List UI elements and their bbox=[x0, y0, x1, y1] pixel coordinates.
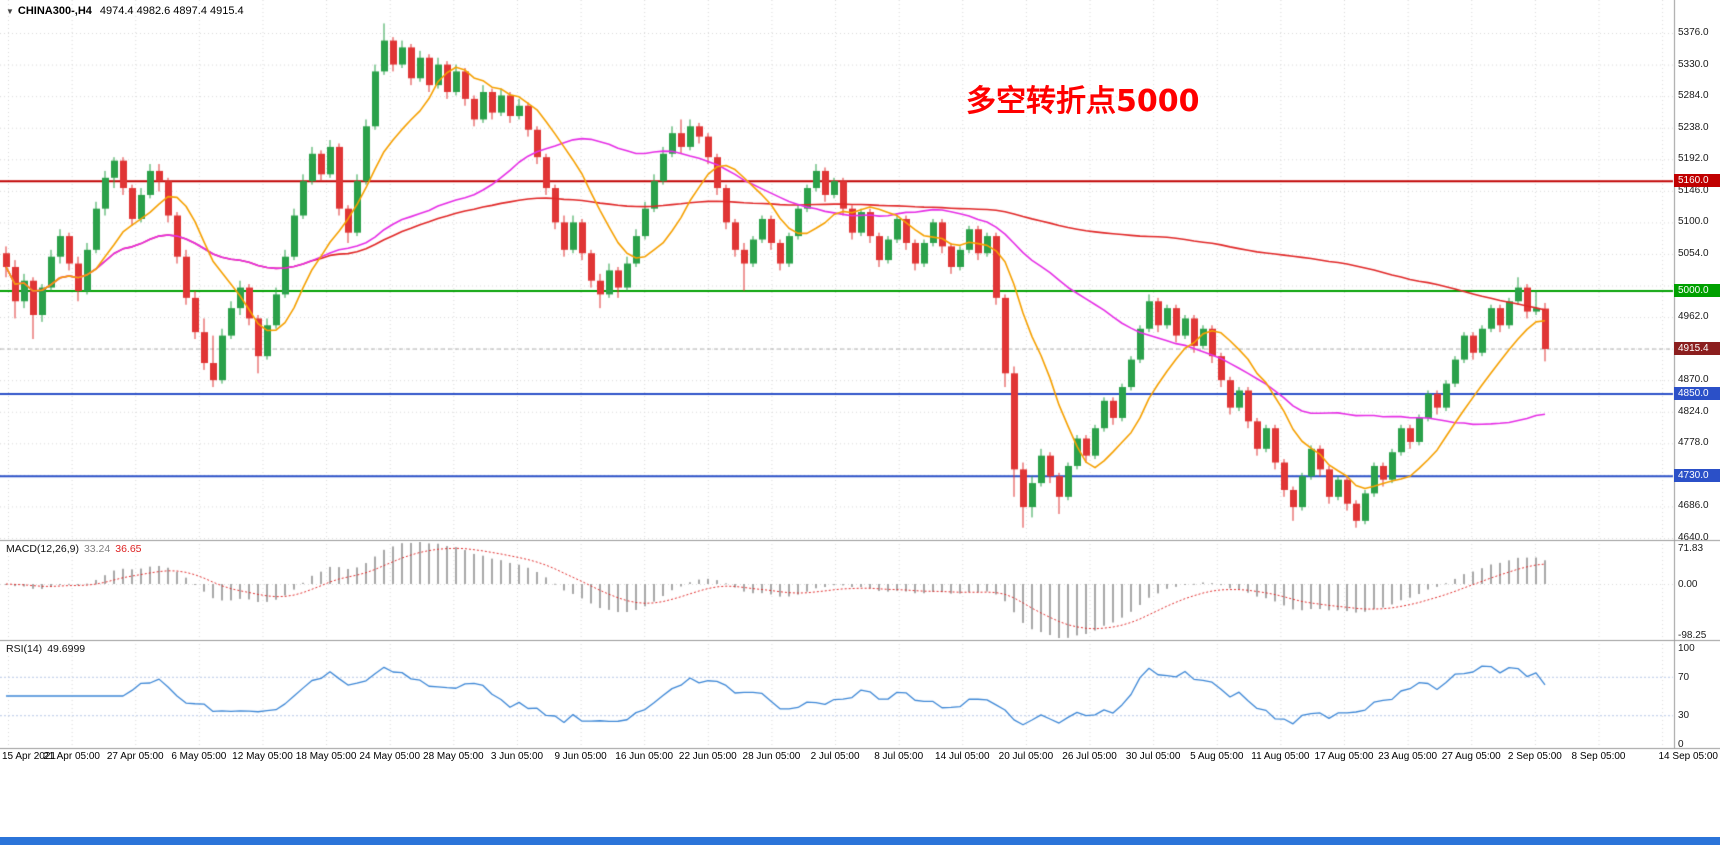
time-axis-label: 3 Jun 05:00 bbox=[490, 751, 544, 762]
time-axis-label: 27 Aug 05:00 bbox=[1441, 751, 1501, 762]
price-axis-label: 4824.0 bbox=[1678, 405, 1709, 417]
price-axis-label: 4962.0 bbox=[1678, 311, 1709, 323]
time-axis-label: 28 Jun 05:00 bbox=[742, 751, 801, 762]
price-axis-label: 5330.0 bbox=[1678, 58, 1709, 70]
macd-main-value: 33.24 bbox=[83, 543, 111, 555]
time-axis-label: 21 Apr 05:00 bbox=[43, 751, 100, 762]
time-axis-label: 16 Jun 05:00 bbox=[615, 751, 674, 762]
price-badge-hline: 4850.0 bbox=[1674, 386, 1720, 400]
time-axis-label: 18 May 05:00 bbox=[295, 751, 357, 762]
macd-label: MACD(12,26,9) 33.24 36.65 bbox=[6, 543, 147, 555]
price-axis-label: 4870.0 bbox=[1678, 374, 1709, 386]
rsi-axis-label: 30 bbox=[1678, 710, 1690, 722]
time-axis-label: 2 Sep 05:00 bbox=[1507, 751, 1562, 762]
time-axis[interactable]: 15 Apr 2021 21 Apr 05:00 27 Apr 05:00 6 May… bbox=[0, 749, 1720, 767]
time-axis-label: 6 May 05:00 bbox=[171, 751, 227, 762]
rsi-name: RSI(14) bbox=[6, 643, 43, 655]
taskbar-strip[interactable] bbox=[0, 837, 1720, 845]
time-axis-label: 17 Aug 05:00 bbox=[1314, 751, 1374, 762]
macd-axis-label: 71.83 bbox=[1678, 543, 1704, 554]
time-axis-label: 27 Apr 05:00 bbox=[106, 751, 164, 762]
price-axis-label: 4640.0 bbox=[1678, 532, 1709, 543]
time-axis-label: 30 Jul 05:00 bbox=[1125, 751, 1181, 762]
time-axis-label: 8 Sep 05:00 bbox=[1571, 751, 1626, 762]
time-axis-label: 24 May 05:00 bbox=[359, 751, 421, 762]
price-badge-current: 4915.4 bbox=[1674, 342, 1720, 356]
time-axis-label: 15 Apr 2021 bbox=[2, 751, 56, 762]
price-badge-hline: 4730.0 bbox=[1674, 469, 1720, 483]
ohlc-values: 4974.4 4982.6 4897.4 4915.4 bbox=[99, 5, 244, 17]
price-axis-label: 5146.0 bbox=[1678, 184, 1709, 196]
time-axis-label: 12 May 05:00 bbox=[232, 751, 293, 762]
rsi-axis-label: 70 bbox=[1678, 671, 1690, 683]
time-axis-label: 9 Jun 05:00 bbox=[554, 751, 607, 762]
symbol-title: ▼ CHINA300-,H4 4974.4 4982.6 4897.4 4915.4 bbox=[6, 5, 244, 17]
time-axis-label: 20 Jul 05:00 bbox=[998, 751, 1054, 762]
macd-signal-value: 36.65 bbox=[115, 543, 142, 555]
price-axis-label: 5192.0 bbox=[1678, 153, 1709, 165]
macd-name: MACD(12,26,9) bbox=[6, 543, 79, 555]
price-axis-label: 4778.0 bbox=[1678, 437, 1709, 449]
price-axis-label: 5100.0 bbox=[1678, 216, 1709, 228]
macd-axis-label: -98.25 bbox=[1678, 630, 1707, 641]
price-axis-label: 5054.0 bbox=[1678, 247, 1709, 259]
macd-axis-label: 0.00 bbox=[1678, 579, 1698, 590]
price-axis[interactable]: 5376.0 5330.0 5284.0 5238.0 5192.0 5146.0 5100… bbox=[1674, 0, 1720, 760]
time-axis-label: 14 Sep 05:00 bbox=[1658, 751, 1719, 762]
price-axis-label: 5376.0 bbox=[1678, 27, 1709, 38]
time-axis-label: 23 Aug 05:00 bbox=[1378, 751, 1438, 762]
time-axis-label: 5 Aug 05:00 bbox=[1190, 751, 1244, 762]
time-axis-label: 8 Jul 05:00 bbox=[874, 751, 924, 762]
time-axis-label: 14 Jul 05:00 bbox=[935, 751, 990, 762]
price-axis-label: 5238.0 bbox=[1678, 121, 1709, 133]
rsi-label: RSI(14) 49.6999 bbox=[6, 643, 90, 655]
price-badge-hline: 5000.0 bbox=[1674, 283, 1720, 297]
rsi-axis-label: 100 bbox=[1678, 643, 1695, 654]
time-axis-label: 26 Jul 05:00 bbox=[1062, 751, 1117, 762]
annotation-text[interactable]: 多空转折点5000 bbox=[966, 84, 1200, 119]
time-axis-label: 2 Jul 05:00 bbox=[810, 751, 860, 762]
chevron-down-icon[interactable]: ▼ bbox=[6, 7, 14, 16]
time-axis-label: 22 Jun 05:00 bbox=[678, 751, 737, 762]
price-axis-label: 4686.0 bbox=[1678, 500, 1709, 512]
price-badge-hline: 5160.0 bbox=[1674, 174, 1720, 188]
time-axis-label: 28 May 05:00 bbox=[423, 751, 484, 762]
price-axis-label: 5284.0 bbox=[1678, 90, 1709, 102]
rsi-value: 49.6999 bbox=[47, 643, 86, 655]
time-axis-label: 11 Aug 05:00 bbox=[1251, 751, 1310, 762]
symbol-name: CHINA300-,H4 bbox=[17, 5, 92, 17]
rsi-axis-label: 0 bbox=[1678, 739, 1684, 750]
